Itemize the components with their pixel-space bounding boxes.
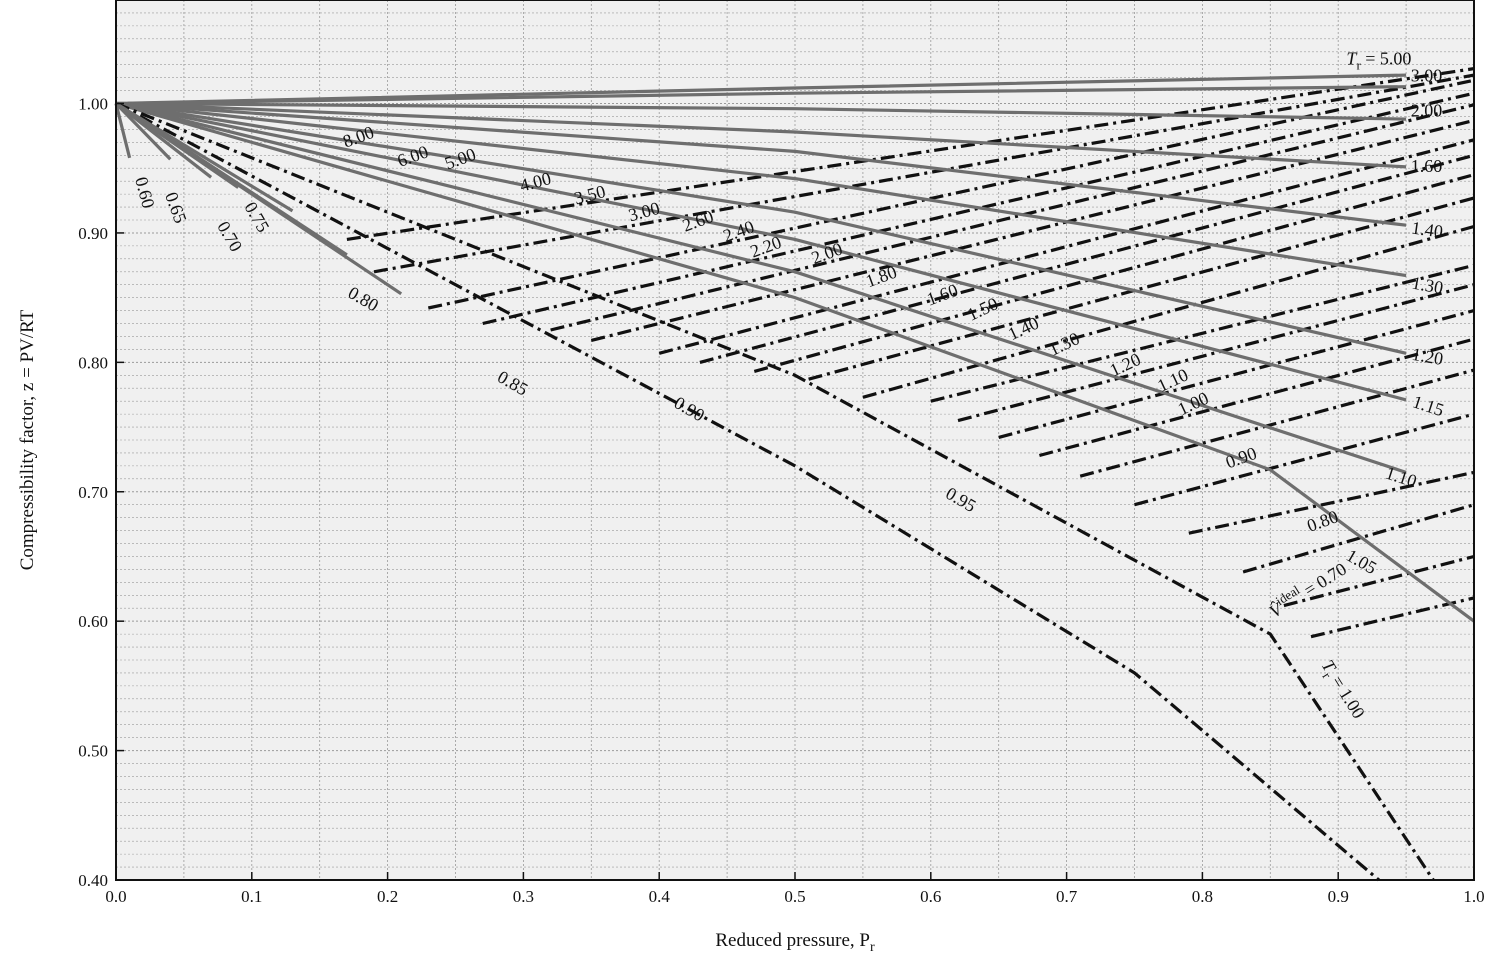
x-tick-label: 1.0	[1463, 887, 1484, 906]
isochore-line	[753, 173, 1475, 373]
isochore-line	[699, 153, 1475, 364]
x-axis-title: Reduced pressure, Pr	[715, 930, 875, 955]
isochore-line	[1038, 337, 1475, 458]
isochore-line	[1134, 412, 1475, 507]
isochore-line	[808, 196, 1475, 381]
isotherm-line	[115, 101, 1407, 278]
x-tick-label: 0.8	[1192, 887, 1213, 906]
isotherm-label: 3.00	[1411, 66, 1443, 86]
isochore-line	[550, 103, 1475, 332]
y-tick-label: 0.90	[78, 224, 108, 243]
isochore-line	[862, 224, 1475, 399]
y-tick-label: 0.80	[78, 353, 108, 372]
x-axis-ticks: 0.0 0.1 0.2 0.3 0.4 0.5 0.6 0.7 0.8 0.9 1.0	[105, 872, 1485, 906]
x-tick-label: 0.4	[649, 887, 671, 906]
isochore-line	[1079, 368, 1475, 478]
x-tick-label: 0.6	[920, 887, 941, 906]
y-tick-label: 0.40	[78, 871, 108, 890]
isochore-line	[373, 73, 1475, 274]
y-tick-label: 1.00	[78, 95, 108, 114]
isotherm-line	[115, 102, 294, 213]
isochore-line	[1188, 470, 1475, 535]
y-axis-title: Compressibility factor, z = PV/RT	[17, 309, 38, 570]
isotherm-label: 1.60	[1411, 156, 1443, 176]
isochore-line	[346, 67, 1475, 241]
isotherm-line	[114, 102, 172, 161]
grid	[116, 0, 1474, 880]
isochore-line	[957, 283, 1475, 423]
y-axis-ticks: 0.40 0.50 0.60 0.70 0.80 0.90 1.00	[78, 95, 124, 890]
x-tick-label: 0.7	[1056, 887, 1078, 906]
isotherm-label: 1.40	[1410, 217, 1444, 241]
isotherm-label: 2.00	[1411, 100, 1443, 120]
isochore-line	[1283, 554, 1475, 608]
isochore-line	[1242, 503, 1475, 574]
isotherm-line	[115, 101, 1407, 355]
isotherm-line	[115, 101, 1407, 402]
isochore-lines	[346, 67, 1475, 639]
x-tick-label: 0.5	[784, 887, 805, 906]
x-axis-title-sub: r	[870, 940, 875, 955]
x-tick-label: 0.9	[1328, 887, 1349, 906]
isotherm-line	[115, 102, 213, 179]
tr-label: Tr = 5.00	[1346, 49, 1411, 73]
isochore-line	[998, 309, 1475, 439]
x-tick-label: 0.1	[241, 887, 262, 906]
isochore-line	[1310, 596, 1475, 639]
isotherm-line	[115, 101, 1407, 121]
isochore-line	[658, 138, 1475, 355]
isotherm-line	[115, 85, 1407, 106]
isotherm-lines	[114, 73, 1475, 882]
x-tick-label: 0.3	[513, 887, 534, 906]
x-axis-title-text: Reduced pressure, P	[715, 930, 870, 951]
isotherm-line	[115, 101, 1407, 474]
x-tick-label: 0.0	[105, 887, 126, 906]
y-tick-label: 0.60	[78, 612, 108, 631]
isotherm-line	[115, 101, 1475, 623]
isotherm-line	[114, 103, 132, 159]
isotherm-line	[115, 102, 1435, 881]
isochore-line	[482, 91, 1475, 326]
isotherm-line	[115, 101, 1407, 227]
x-tick-label: 0.2	[377, 887, 398, 906]
isotherm-line	[115, 102, 1380, 882]
isotherm-line	[115, 101, 1407, 169]
y-tick-label: 0.50	[78, 742, 108, 761]
isotherm-line	[115, 73, 1407, 106]
isochore-line	[590, 118, 1475, 342]
y-tick-label: 0.70	[78, 483, 108, 502]
